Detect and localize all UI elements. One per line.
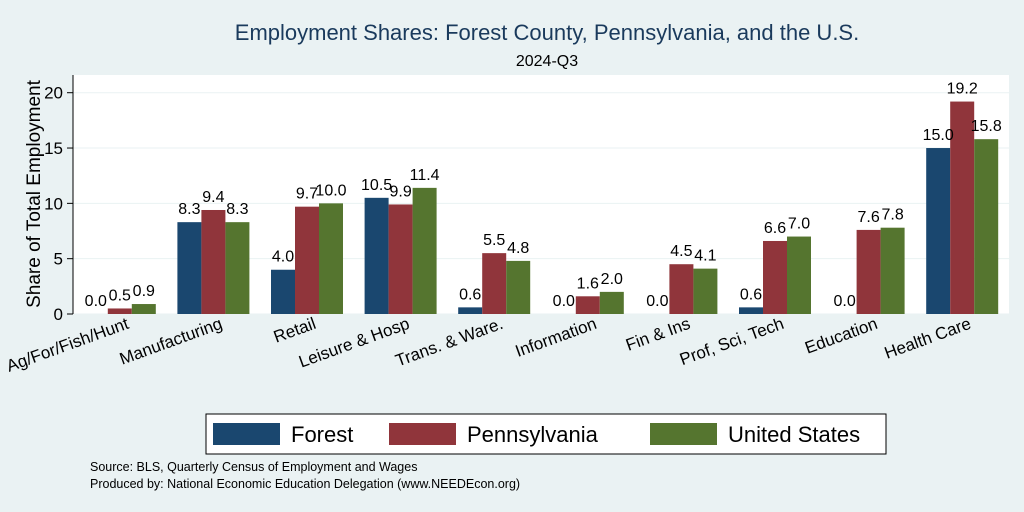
data-label: 1.6 [577, 275, 599, 292]
y-tick-label: 10 [44, 194, 63, 213]
y-tick-label: 5 [54, 250, 63, 269]
chart-subtitle: 2024-Q3 [516, 53, 578, 70]
bar [950, 101, 975, 314]
bar [388, 204, 413, 314]
produced-by-note: Produced by: National Economic Education… [90, 477, 520, 491]
bar [787, 236, 811, 314]
data-label: 6.6 [764, 220, 786, 237]
bar [693, 268, 718, 314]
chart-title: Employment Shares: Forest County, Pennsy… [235, 20, 859, 45]
data-label: 4.5 [670, 243, 692, 260]
data-label: 15.0 [923, 127, 954, 144]
data-label: 0.0 [833, 293, 855, 310]
legend-swatch [650, 423, 717, 445]
bar [107, 308, 132, 314]
bar [177, 222, 202, 314]
legend: Forest Pennsylvania United States [205, 413, 887, 455]
bar [482, 253, 507, 314]
bar [364, 197, 389, 314]
y-axis-ticks: 0 5 10 15 20 [44, 84, 73, 324]
y-tick-label: 20 [44, 84, 63, 103]
source-note: Source: BLS, Quarterly Census of Employm… [90, 460, 417, 474]
data-label: 10.5 [361, 177, 392, 194]
data-label: 8.3 [178, 201, 200, 218]
data-label: 0.9 [133, 283, 155, 300]
data-label: 0.6 [459, 286, 481, 303]
y-tick-label: 15 [44, 139, 63, 158]
data-label: 0.0 [85, 293, 107, 310]
bar [319, 203, 343, 314]
bar [131, 304, 156, 314]
data-label: 4.1 [694, 248, 716, 265]
bar [458, 307, 483, 314]
data-label: 7.8 [881, 207, 903, 224]
bar [295, 206, 319, 314]
y-tick-label: 0 [54, 305, 63, 324]
legend-swatch [213, 423, 280, 445]
data-label: 15.8 [971, 118, 1002, 135]
data-label: 2.0 [601, 271, 623, 288]
bar [412, 187, 437, 314]
bar [739, 307, 763, 314]
data-label: 9.4 [202, 189, 224, 206]
bar [856, 229, 881, 314]
data-label: 9.9 [389, 183, 411, 200]
legend-swatch [389, 423, 456, 445]
data-label: 5.5 [483, 232, 505, 249]
data-label: 19.2 [947, 81, 978, 98]
legend-label: Pennsylvania [467, 422, 599, 447]
bar [763, 240, 787, 314]
legend-items: Forest Pennsylvania United States [213, 422, 860, 447]
data-label: 4.0 [272, 249, 294, 266]
bars [107, 101, 999, 314]
legend-box [205, 413, 887, 455]
bar [599, 291, 624, 314]
data-label: 7.0 [788, 216, 810, 233]
bar [575, 296, 600, 314]
legend-label: Forest [291, 422, 353, 447]
data-label: 4.8 [507, 240, 529, 257]
data-label: 8.3 [226, 201, 248, 218]
bar [271, 269, 295, 314]
y-axis-label: Share of Total Employment [24, 79, 45, 307]
data-labels: 0.0 0.5 0.98.39.48.34.09.710.0 10.59.911.40… [85, 81, 1002, 310]
bar [225, 222, 250, 314]
bar [201, 209, 226, 314]
data-label: 0.0 [646, 293, 668, 310]
data-label: 10.0 [315, 182, 346, 199]
data-label: 9.7 [296, 186, 318, 203]
bar [880, 227, 905, 314]
bar [506, 260, 531, 314]
bar [974, 139, 999, 314]
data-label: 0.0 [553, 293, 575, 310]
data-label: 11.4 [410, 167, 440, 184]
data-label: 0.5 [109, 287, 131, 304]
legend-label: United States [728, 422, 860, 447]
bar [669, 264, 694, 314]
bar [926, 148, 951, 314]
data-label: 0.6 [740, 286, 762, 303]
data-label: 7.6 [857, 209, 879, 226]
